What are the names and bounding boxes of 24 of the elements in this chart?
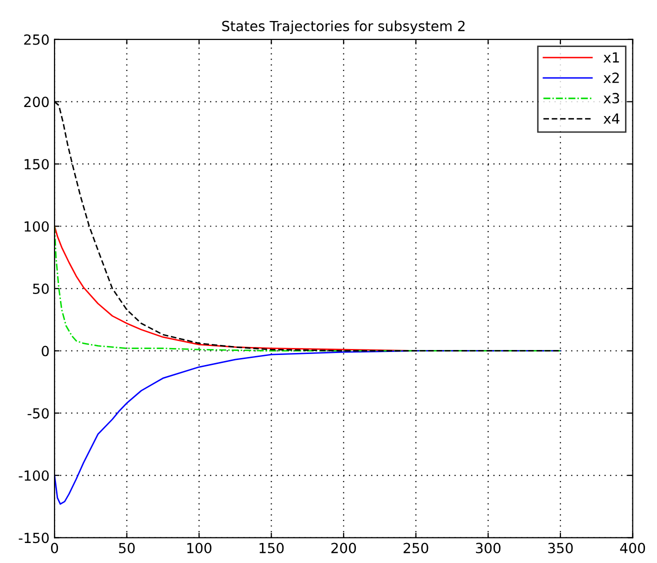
x-tick-label: 50 <box>119 542 135 554</box>
chart-title: States Trajectories for subsystem 2 <box>222 20 465 34</box>
x-tick-label: 300 <box>476 542 500 554</box>
y-tick-label: 250 <box>24 34 49 45</box>
x-tick-label: 200 <box>331 542 356 554</box>
legend-label: x1 <box>604 52 619 62</box>
x-tick-label: 0 <box>51 542 58 554</box>
y-tick-label: 200 <box>24 96 49 108</box>
legend-label: x2 <box>604 72 619 83</box>
y-tick-label: 150 <box>24 158 49 170</box>
y-tick-label: -100 <box>18 470 49 481</box>
x-tick-label: 250 <box>404 542 428 554</box>
legend-label: x4 <box>604 113 620 124</box>
x-tick-label: 100 <box>187 542 212 554</box>
y-tick-label: 50 <box>33 284 49 294</box>
line-series <box>54 226 562 352</box>
y-tick-label: 0 <box>42 346 49 356</box>
legend-label: x3 <box>604 92 620 104</box>
x-tick-label: 150 <box>260 542 284 554</box>
y-tick-label: -150 <box>18 532 49 544</box>
y-tick-label: -50 <box>28 408 49 419</box>
y-tick-label: 100 <box>24 221 49 232</box>
x-tick-label: 350 <box>548 542 573 554</box>
x-tick-label: 400 <box>620 542 646 554</box>
